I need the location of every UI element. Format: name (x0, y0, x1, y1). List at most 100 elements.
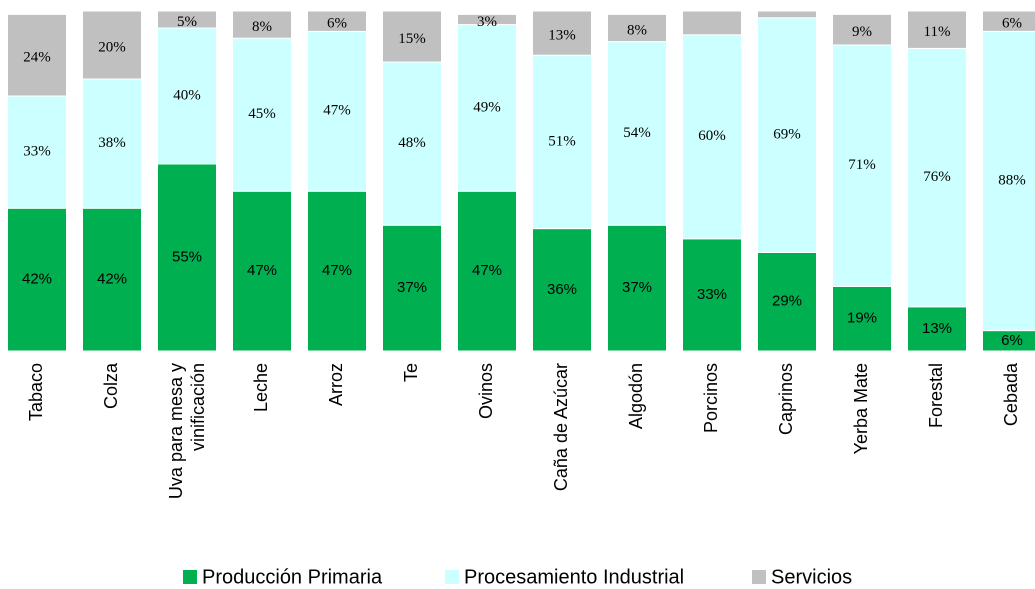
data-label: 8% (627, 22, 647, 38)
legend-label: Procesamiento Industrial (464, 566, 684, 588)
data-label: 38% (98, 135, 126, 151)
data-label: 6% (327, 16, 347, 32)
data-label: 69% (773, 127, 801, 143)
bar-segment (607, 41, 667, 226)
bar-segment (532, 10, 592, 56)
bar-segment (532, 228, 592, 352)
bar-segment (682, 34, 742, 240)
bar-segment (757, 17, 817, 253)
bar-segment (607, 13, 667, 43)
bar-segment (232, 10, 292, 39)
x-tick-label: Cebada (1001, 362, 1021, 426)
bar-segment (7, 95, 67, 209)
data-label: 47% (322, 262, 352, 279)
data-label: 13% (548, 28, 576, 44)
data-label: 48% (398, 135, 426, 151)
data-label: 42% (97, 271, 127, 288)
bar-segment (832, 13, 892, 46)
x-tick-label: Uva para mesa y vinificación (166, 363, 208, 499)
bar-segment (82, 207, 142, 352)
bar-segment (382, 10, 442, 63)
bar-segment (682, 10, 742, 36)
data-label: 8% (252, 19, 272, 35)
legend-label: Producción Primaria (202, 566, 383, 588)
data-label: 45% (248, 106, 276, 122)
data-label: 42% (22, 271, 52, 288)
data-label: 36% (547, 281, 577, 298)
data-label: 33% (23, 144, 51, 160)
data-label: 15% (398, 31, 426, 47)
bar-segment (157, 163, 217, 352)
bar-segment (7, 13, 67, 97)
x-tick-label: Leche (251, 363, 271, 412)
data-label: 47% (247, 262, 277, 279)
legend-swatch (752, 570, 766, 584)
bar-segment (907, 10, 967, 49)
bar-segment (7, 207, 67, 352)
x-tick-label: Porcinos (701, 363, 721, 433)
x-tick-label: Yerba Mate (851, 363, 871, 454)
x-tick-label: Te (401, 363, 421, 382)
bar-segment (682, 238, 742, 352)
bar-segment (907, 47, 967, 308)
data-label: 6% (1001, 332, 1023, 349)
bar-segment (982, 30, 1035, 332)
x-tick-label: Caña de Azúcar (551, 363, 571, 491)
data-label: 24% (23, 50, 51, 66)
bar-segment (607, 224, 667, 352)
bar-segment (232, 190, 292, 352)
legend-swatch (183, 570, 197, 584)
data-label: 37% (397, 279, 427, 296)
bar-segment (907, 306, 967, 352)
x-tick-label: Ovinos (476, 363, 496, 419)
data-label: 51% (548, 133, 576, 149)
legend-swatch (445, 570, 459, 584)
data-label: 29% (772, 293, 802, 310)
bar-segment (307, 10, 367, 32)
bar-segment (82, 10, 142, 80)
bar-segment (457, 13, 517, 26)
bar-segment (307, 190, 367, 352)
data-label: 71% (848, 157, 876, 173)
data-label: 49% (473, 99, 501, 115)
x-tick-label: Colza (101, 362, 121, 409)
data-label: 47% (323, 103, 351, 119)
data-label: 88% (998, 172, 1026, 188)
data-label: 47% (472, 262, 502, 279)
data-label: 13% (922, 320, 952, 337)
bar-segment (757, 251, 817, 352)
bar-segment (382, 61, 442, 226)
bar-segment (457, 190, 517, 352)
data-label: 40% (173, 87, 201, 103)
data-label: 5% (177, 14, 197, 30)
x-tick-label: Forestal (926, 363, 946, 428)
data-label: 3% (477, 14, 497, 30)
bar-segment (532, 54, 592, 230)
bar-segment (82, 78, 142, 209)
bar-segment (382, 224, 442, 352)
bar-segment (832, 285, 892, 352)
bar-segment (157, 10, 217, 29)
data-label: 9% (852, 24, 872, 40)
bar-segment (757, 10, 817, 19)
legend-label: Servicios (771, 566, 852, 588)
bar-segment (832, 44, 892, 287)
bar-segment (982, 10, 1035, 32)
data-label: 54% (623, 125, 651, 141)
data-label: 11% (924, 24, 951, 40)
data-label: 76% (923, 169, 951, 185)
bar-segment (307, 30, 367, 192)
data-label: 6% (1002, 16, 1022, 32)
data-label: 20% (98, 39, 126, 55)
data-label: 37% (622, 279, 652, 296)
data-label: 19% (847, 310, 877, 327)
bar-segment (157, 27, 217, 165)
x-tick-label: Algodón (626, 363, 646, 429)
x-tick-label: Caprinos (776, 363, 796, 435)
data-label: 33% (697, 286, 727, 303)
data-label: 55% (172, 248, 202, 265)
x-tick-label: Tabaco (26, 363, 46, 421)
data-label: 60% (698, 128, 726, 144)
x-tick-label: Arroz (326, 363, 346, 406)
